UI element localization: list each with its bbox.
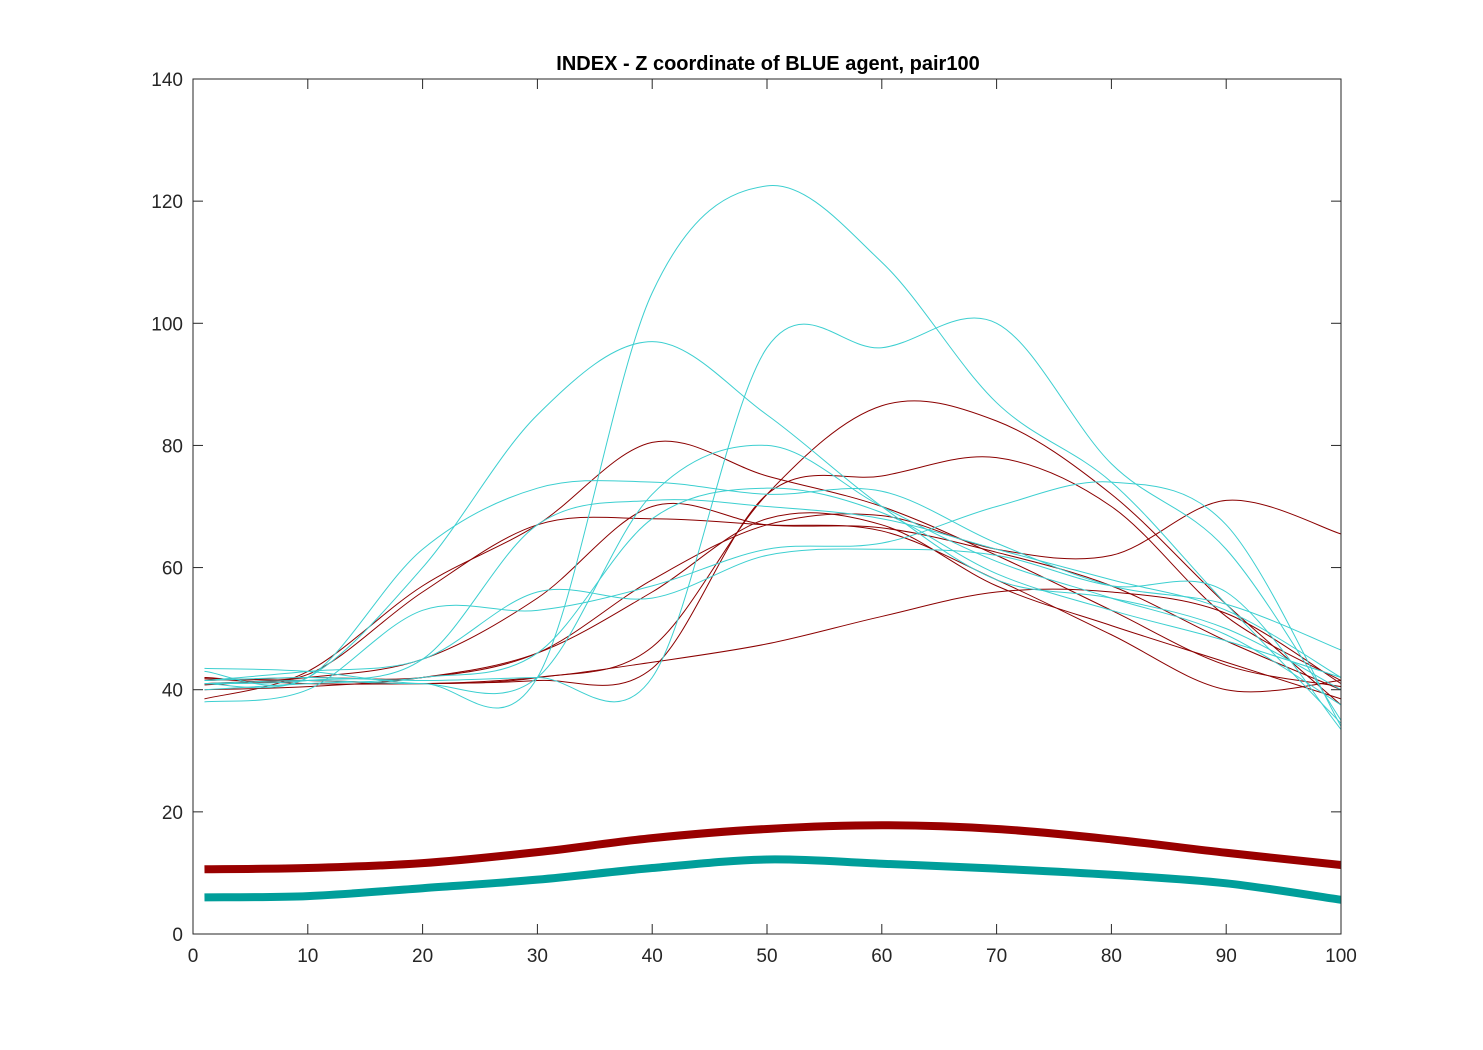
x-tick-label-60: 60 (871, 946, 892, 967)
series-line-thin-cyan-16 (204, 548, 1342, 730)
series-line-thin-cyan-12 (204, 317, 1342, 721)
x-tick-label-20: 20 (412, 946, 433, 967)
series-line-thin-dark-red-3 (204, 456, 1342, 686)
y-tick-label-40: 40 (162, 681, 183, 702)
series-line-thin-dark-red-7 (204, 516, 1342, 693)
series-line-thin-cyan-13 (204, 444, 1342, 706)
series-line-thin-cyan-14 (204, 480, 1342, 686)
x-tick-label-80: 80 (1101, 946, 1122, 967)
series-line-thin-cyan-10 (204, 341, 1342, 691)
series-line-thin-dark-red-8 (204, 440, 1342, 700)
series-layer (204, 185, 1342, 904)
x-tick-label-90: 90 (1216, 946, 1237, 967)
series-line-thick-dark-red-0 (204, 821, 1342, 874)
chart-title: INDEX - Z coordinate of BLUE agent, pair… (556, 53, 979, 75)
series-line-thin-dark-red-5 (204, 499, 1342, 682)
y-tick-label-20: 20 (162, 803, 183, 824)
x-tick-label-70: 70 (986, 946, 1007, 967)
y-tick-label-140: 140 (151, 70, 183, 91)
y-tick-label-100: 100 (151, 314, 183, 335)
x-tick-label-40: 40 (642, 946, 663, 967)
x-tick-label-30: 30 (527, 946, 548, 967)
series-line-thin-dark-red-6 (204, 502, 1342, 691)
x-tick-label-0: 0 (188, 946, 199, 967)
x-tick-label-50: 50 (756, 946, 777, 967)
series-line-thin-cyan-15 (204, 481, 1342, 727)
x-tick-label-100: 100 (1325, 946, 1357, 967)
series-line-thin-cyan-18 (204, 487, 1342, 691)
series-line-thick-teal-1 (204, 855, 1342, 904)
axes-layer: 0 10 20 30 40 50 60 70 80 90 100 0 20 40 60 80 100 120 140 (151, 70, 1357, 967)
x-tick-label-10: 10 (297, 946, 318, 967)
series-line-thin-dark-red-9 (204, 512, 1342, 700)
y-tick-label-80: 80 (162, 436, 183, 457)
y-tick-label-0: 0 (172, 925, 183, 946)
series-line-thin-cyan-17 (204, 499, 1342, 685)
y-tick-label-60: 60 (162, 559, 183, 580)
y-tick-label-120: 120 (151, 192, 183, 213)
